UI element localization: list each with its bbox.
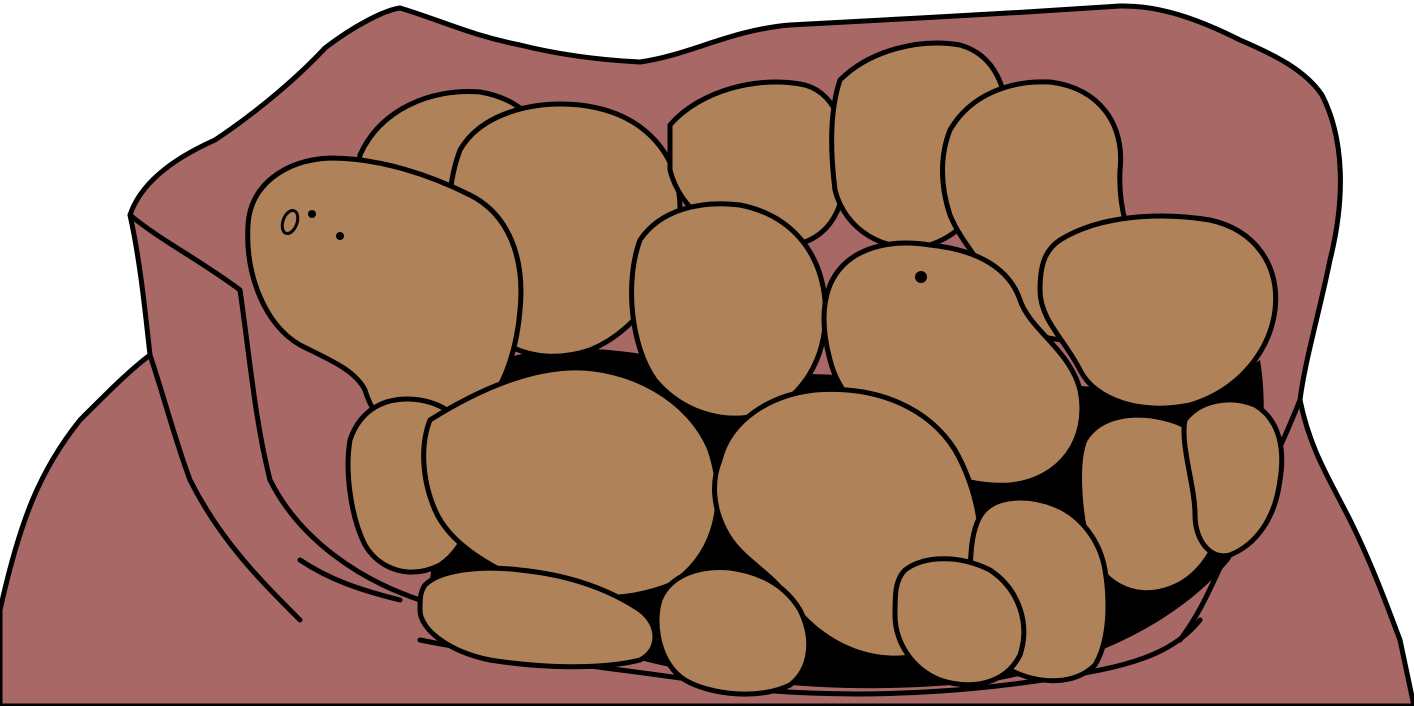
potato [1037, 213, 1279, 411]
potato-eye [915, 271, 927, 283]
sack-fold-bottom [297, 557, 403, 603]
potato [1181, 397, 1285, 559]
potato-eye [280, 208, 300, 236]
potato [892, 556, 1027, 688]
potato [654, 564, 812, 697]
sack-fold-left-lower [147, 352, 303, 623]
potato [629, 201, 829, 421]
potato-eye [336, 232, 344, 240]
potato [245, 155, 524, 447]
potato-pile [245, 40, 1285, 697]
potato-eye [308, 210, 316, 218]
sack-fold-left [127, 212, 423, 603]
potato [417, 565, 658, 670]
